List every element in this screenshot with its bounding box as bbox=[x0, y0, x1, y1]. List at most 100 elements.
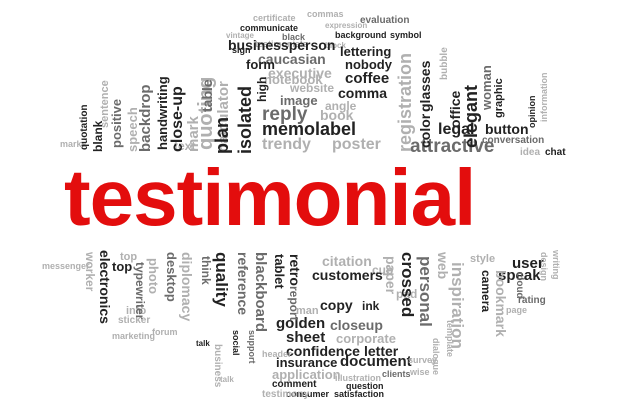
word: pad bbox=[396, 287, 418, 301]
word: background bbox=[335, 30, 387, 40]
word: bookmark bbox=[493, 270, 509, 337]
word: comment bbox=[272, 379, 317, 390]
word: trendy bbox=[262, 136, 311, 153]
word: conversation bbox=[482, 135, 545, 146]
word: attractive bbox=[410, 136, 495, 157]
word: style bbox=[470, 253, 496, 265]
word: sign bbox=[232, 45, 251, 55]
word: speak bbox=[498, 267, 541, 284]
word: top bbox=[112, 259, 133, 274]
word: high bbox=[255, 76, 269, 102]
word: page bbox=[506, 305, 528, 315]
word: user bbox=[512, 255, 544, 272]
word: lettering bbox=[340, 44, 392, 59]
word: website bbox=[290, 81, 335, 95]
word: backdrop bbox=[137, 84, 154, 152]
word: support bbox=[247, 330, 257, 364]
word: header bbox=[262, 349, 292, 359]
word: nobody bbox=[345, 57, 392, 72]
word: form bbox=[246, 57, 275, 72]
word: caucasian bbox=[258, 51, 326, 67]
word: chat bbox=[545, 147, 566, 158]
word: comma bbox=[338, 85, 388, 101]
word: graphic bbox=[493, 78, 505, 118]
word: wise bbox=[410, 367, 430, 377]
word: blackboard bbox=[252, 252, 269, 333]
word: coffee bbox=[345, 70, 390, 87]
word: application bbox=[272, 367, 341, 382]
word: vintage bbox=[226, 31, 255, 40]
word: talk bbox=[220, 375, 234, 384]
word: document bbox=[340, 353, 412, 370]
word: quality bbox=[212, 252, 231, 307]
word: dialogue bbox=[431, 338, 441, 376]
word: plan bbox=[212, 116, 232, 154]
word: question bbox=[346, 381, 384, 391]
word: top bbox=[120, 251, 138, 263]
word: insurance bbox=[276, 355, 338, 370]
word: office bbox=[447, 90, 463, 128]
word: reference bbox=[235, 252, 251, 316]
word: think bbox=[199, 256, 213, 285]
word: customers bbox=[312, 267, 383, 283]
headline-band bbox=[0, 156, 626, 248]
word: symbol bbox=[390, 30, 422, 40]
word: ink bbox=[362, 299, 380, 313]
word: camera bbox=[479, 270, 493, 313]
word: rating bbox=[518, 295, 546, 306]
word: social bbox=[231, 330, 241, 356]
word: table bbox=[199, 79, 215, 112]
word: testimonials bbox=[255, 39, 308, 49]
word: crossed bbox=[398, 252, 417, 318]
word: executive bbox=[268, 65, 332, 81]
word: handwriting bbox=[155, 76, 170, 150]
word: marketing bbox=[112, 331, 156, 341]
word: sheet bbox=[286, 329, 326, 346]
word: typewriter bbox=[133, 262, 147, 320]
word: black bbox=[282, 32, 306, 42]
word: confidence bbox=[286, 343, 360, 359]
word: golden bbox=[276, 315, 326, 332]
word: info bbox=[126, 305, 147, 317]
word: commas bbox=[307, 9, 344, 19]
word: consumer bbox=[286, 389, 330, 399]
word: registration bbox=[395, 52, 415, 152]
word: retro bbox=[287, 254, 303, 286]
word: idea bbox=[520, 147, 541, 158]
word: image bbox=[280, 93, 318, 108]
word: photo bbox=[146, 258, 161, 295]
word: blank bbox=[91, 120, 105, 152]
headline-word: testimonial bbox=[64, 153, 476, 242]
word: isolated bbox=[235, 85, 255, 154]
word: diplomacy bbox=[179, 252, 195, 322]
word: forum bbox=[152, 327, 178, 337]
word: button bbox=[485, 121, 529, 137]
word: marks bbox=[60, 139, 87, 149]
word: electronics bbox=[97, 250, 113, 324]
word: illustration bbox=[335, 373, 382, 383]
word: clients bbox=[382, 369, 411, 379]
word: opinion bbox=[527, 95, 537, 129]
word: block bbox=[325, 41, 346, 50]
word: communicate bbox=[240, 23, 299, 33]
word: elegant bbox=[461, 84, 481, 148]
word: cloud bbox=[514, 272, 525, 299]
word: copy bbox=[320, 297, 353, 313]
word: glasses bbox=[417, 60, 433, 112]
word: talk bbox=[196, 339, 210, 348]
word: text bbox=[174, 139, 196, 153]
word: letter bbox=[364, 343, 399, 359]
word: business bbox=[212, 344, 223, 388]
word: expression bbox=[325, 21, 368, 30]
word: certificate bbox=[253, 13, 296, 23]
word: evaluation bbox=[360, 15, 410, 26]
word: close-up bbox=[169, 86, 186, 152]
word: tablet bbox=[272, 254, 287, 289]
word: man bbox=[296, 305, 319, 317]
word: reply bbox=[262, 104, 308, 125]
word: report bbox=[287, 286, 301, 321]
word: legal bbox=[438, 121, 475, 138]
word: bubble bbox=[439, 47, 450, 80]
word: quotation bbox=[79, 104, 90, 150]
